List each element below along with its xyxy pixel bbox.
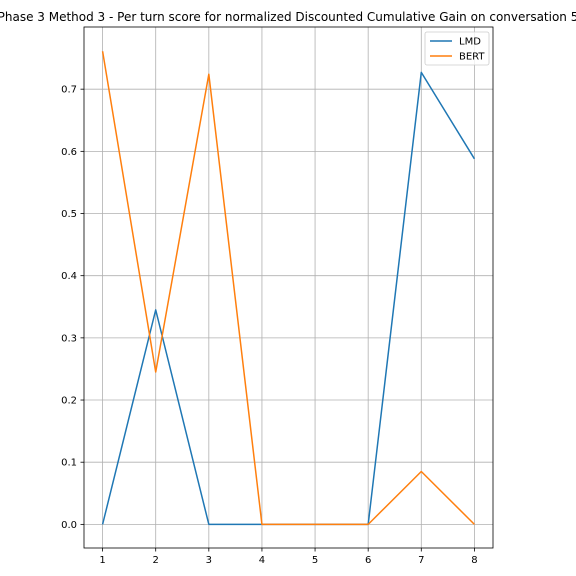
series-line-lmd <box>101 71 476 526</box>
x-tick-label: 6 <box>365 555 371 566</box>
y-tick-label: 0.0 <box>61 520 77 531</box>
x-axis: 1 2 3 4 5 6 7 8 <box>99 548 478 566</box>
legend: LMD BERT <box>424 31 490 66</box>
y-tick-label: 0.6 <box>61 147 77 158</box>
plot-area <box>83 26 494 549</box>
legend-label-bert: BERT <box>459 52 485 63</box>
x-tick-label: 3 <box>206 555 212 566</box>
x-tick-label: 7 <box>418 555 424 566</box>
y-tick-label: 0.2 <box>61 396 77 407</box>
x-tick-label: 1 <box>99 555 105 566</box>
y-tick-label: 0.7 <box>61 85 77 96</box>
x-tick-label: 5 <box>312 555 318 566</box>
x-tick-label: 2 <box>153 555 159 566</box>
series-lines <box>101 51 476 526</box>
chart-title: Phase 3 Method 3 - Per turn score for no… <box>0 10 576 24</box>
y-tick-label: 0.4 <box>61 271 77 282</box>
y-tick-label: 0.1 <box>61 458 77 469</box>
x-tick-label: 8 <box>471 555 477 566</box>
grid <box>84 27 493 548</box>
legend-label-lmd: LMD <box>459 37 481 48</box>
x-tick-label: 4 <box>259 555 265 566</box>
y-tick-label: 0.3 <box>61 333 77 344</box>
series-line-bert <box>101 51 475 526</box>
y-axis: 0.0 0.1 0.2 0.3 0.4 0.5 0.6 0.7 <box>61 85 84 531</box>
y-tick-label: 0.5 <box>61 209 77 220</box>
